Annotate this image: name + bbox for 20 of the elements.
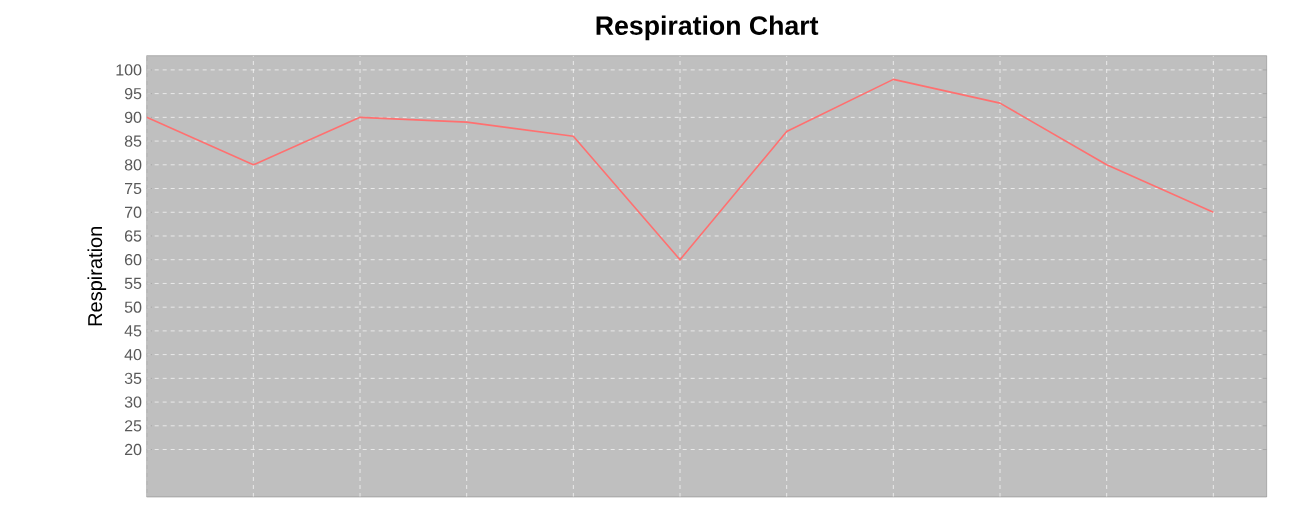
- y-tick-label: 40: [124, 348, 142, 361]
- y-tick-label: 25: [124, 420, 142, 432]
- y-tick-label: 75: [124, 182, 142, 195]
- y-tick-label: 90: [124, 111, 142, 123]
- y-tick-label: 85: [124, 135, 142, 147]
- y-tick-label: 100: [116, 64, 142, 76]
- chart-title: Respiration Chart: [596, 15, 819, 41]
- y-tick-label: 70: [124, 206, 142, 218]
- y-tick-label: 50: [124, 301, 142, 313]
- y-tick-label: 65: [124, 230, 142, 242]
- y-tick-label: 55: [124, 277, 142, 290]
- y-tick-label: 95: [124, 87, 142, 100]
- y-tick-label: 45: [124, 325, 142, 337]
- y-tick-label: 35: [124, 372, 142, 384]
- y-tick-label: 20: [124, 443, 142, 456]
- y-tick-label: 30: [124, 396, 142, 408]
- y-tick-label: 60: [124, 254, 142, 266]
- y-axis-title: Respiration: [87, 227, 107, 326]
- line-series: [146, 78, 1215, 261]
- y-tick-label: 80: [124, 159, 142, 171]
